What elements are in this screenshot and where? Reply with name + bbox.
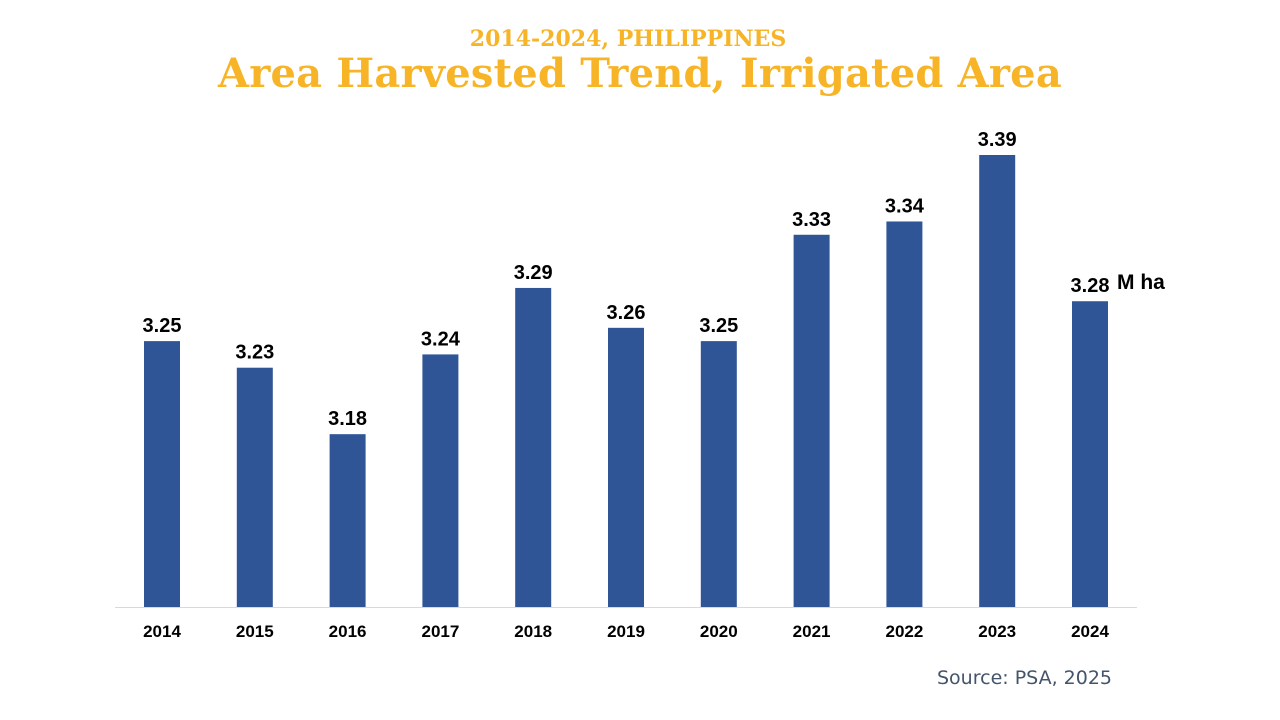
x-tick-label-2023: 2023 bbox=[978, 622, 1016, 641]
chart-subtitle: 2014-2024, PHILIPPINES bbox=[469, 26, 787, 52]
bar-2019 bbox=[608, 327, 644, 607]
chart-title: Area Harvested Trend, Irrigated Area bbox=[218, 50, 1062, 97]
bar-2018 bbox=[515, 287, 552, 607]
bar-2021 bbox=[793, 234, 830, 607]
x-tick-label-2014: 2014 bbox=[143, 622, 181, 641]
data-label-2014: 3.25 bbox=[143, 315, 182, 337]
data-label-2019: 3.26 bbox=[607, 302, 646, 324]
data-label-2022: 3.34 bbox=[885, 195, 925, 217]
x-tick-label-2015: 2015 bbox=[236, 622, 274, 641]
bar-2014 bbox=[144, 341, 180, 607]
bar-2017 bbox=[422, 354, 459, 607]
data-label-2020: 3.25 bbox=[699, 315, 738, 337]
x-tick-label-2021: 2021 bbox=[793, 622, 831, 641]
data-label-2021: 3.33 bbox=[792, 209, 831, 231]
bar-2015 bbox=[236, 367, 273, 607]
source-note: Source: PSA, 2025 bbox=[937, 667, 1112, 689]
x-tick-label-2020: 2020 bbox=[700, 622, 738, 641]
x-tick-label-2022: 2022 bbox=[885, 622, 923, 641]
x-tick-label-2018: 2018 bbox=[514, 622, 552, 641]
x-tick-label-2017: 2017 bbox=[421, 622, 459, 641]
data-label-2017: 3.24 bbox=[421, 328, 461, 350]
bar-2020 bbox=[700, 341, 737, 607]
unit-label: M ha bbox=[1117, 271, 1165, 294]
bar-2023 bbox=[979, 155, 1016, 607]
x-tick-label-2024: 2024 bbox=[1071, 622, 1109, 641]
data-label-2023: 3.39 bbox=[978, 129, 1017, 151]
data-label-2015: 3.23 bbox=[235, 342, 274, 364]
bar-2024 bbox=[1072, 301, 1108, 607]
data-label-2024: 3.28 bbox=[1071, 275, 1110, 297]
x-tick-label-2019: 2019 bbox=[607, 622, 645, 641]
bar-2016 bbox=[329, 434, 366, 607]
bar-2022 bbox=[886, 221, 923, 607]
x-tick-label-2016: 2016 bbox=[329, 622, 367, 641]
data-label-2018: 3.29 bbox=[514, 262, 553, 284]
data-label-2016: 3.18 bbox=[328, 408, 367, 430]
